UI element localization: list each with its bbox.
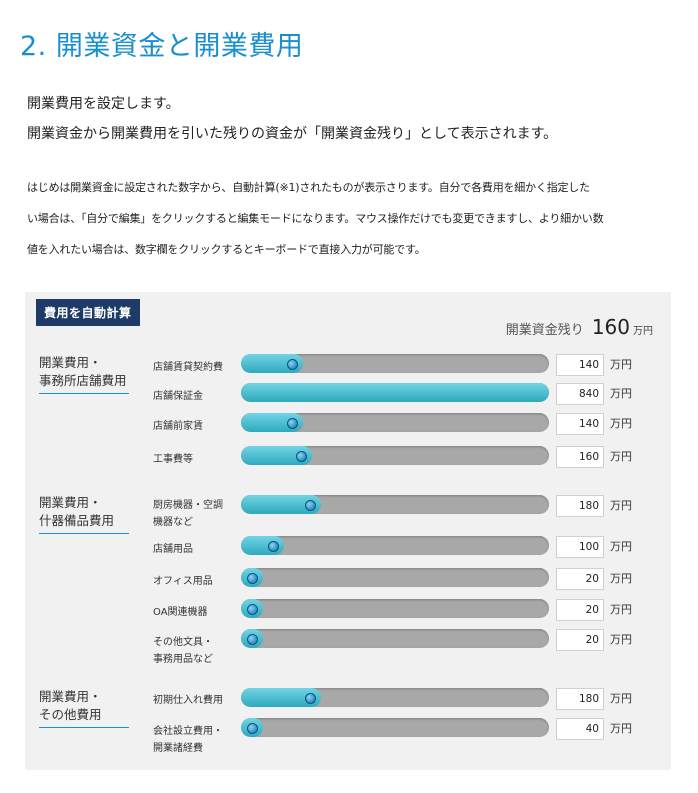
lead-text-1: 開業費用を設定します。 [27, 96, 180, 112]
group-label-office: 開業費用・ 事務所店舗費用 [39, 354, 129, 394]
unit-label: 万円 [610, 603, 632, 616]
input-oa-equipment[interactable]: 20 [556, 599, 604, 621]
item-label-store-lease: 店舗賃貸契約費 [153, 359, 243, 376]
description-line-3: 値を入れたい場合は、数字欄をクリックするとキーボードで直接入力が可能です。 [27, 243, 426, 256]
item-label-line: 会社設立費用・ [153, 726, 223, 737]
unit-label: 万円 [610, 358, 632, 371]
slider-knob[interactable] [287, 359, 298, 370]
cost-settings-panel: 費用を自動計算 開業資金残り 160 万円 開業費用・ 事務所店舗費用 開業費用・ … [25, 292, 671, 770]
item-label-line: 機器など [153, 517, 193, 528]
slider-knob[interactable] [247, 604, 258, 615]
slider-incorporation[interactable] [241, 718, 549, 737]
item-label-line: その他文具・ [153, 637, 213, 648]
unit-label: 万円 [610, 417, 632, 430]
input-office-supplies[interactable]: 20 [556, 568, 604, 590]
slider-store-supplies[interactable] [241, 536, 549, 555]
unit-label: 万円 [610, 692, 632, 705]
item-label-line: 開業諸経費 [153, 743, 203, 754]
item-label-store-supplies: 店舗用品 [153, 541, 243, 558]
input-kitchen-equipment[interactable]: 180 [556, 495, 604, 517]
unit-label: 万円 [610, 387, 632, 400]
slider-knob[interactable] [247, 723, 258, 734]
slider-knob[interactable] [305, 500, 316, 511]
remaining-funds-value: 160 [591, 315, 630, 339]
input-store-supplies[interactable]: 100 [556, 536, 604, 558]
group-label-fixtures: 開業費用・ 什器備品費用 [39, 494, 129, 534]
item-label-incorporation: 会社設立費用・ 開業諸経費 [153, 723, 243, 757]
group-label-line: 開業費用・ [39, 355, 102, 370]
lead-text-2: 開業資金から開業費用を引いた残りの資金が「開業資金残り」として表示されます。 [27, 126, 558, 142]
item-label-line: 店舗前家賃 [153, 421, 203, 432]
auto-calc-button[interactable]: 費用を自動計算 [36, 299, 140, 326]
description-line-2: い場合は、「自分で編集」をクリックすると編集モードになります。マウス操作だけでも… [27, 212, 604, 225]
slider-knob[interactable] [247, 573, 258, 584]
slider-deposit[interactable] [241, 383, 549, 402]
item-label-oa-equipment: OA関連機器 [153, 604, 243, 621]
input-construction[interactable]: 160 [556, 446, 604, 468]
unit-label: 万円 [610, 540, 632, 553]
group-label-line: 什器備品費用 [39, 513, 115, 528]
slider-construction[interactable] [241, 446, 549, 465]
slider-other-stationery[interactable] [241, 629, 549, 648]
slider-knob[interactable] [268, 541, 279, 552]
slider-kitchen-equipment[interactable] [241, 495, 549, 514]
item-label-line: 店舗保証金 [153, 391, 203, 402]
slider-fill [241, 383, 549, 402]
item-label-line: 事務用品など [153, 654, 213, 665]
item-label-deposit: 店舗保証金 [153, 388, 243, 405]
item-label-line: オフィス用品 [153, 576, 213, 587]
slider-advance-rent[interactable] [241, 413, 549, 432]
unit-label: 万円 [610, 572, 632, 585]
group-label-line: 開業費用・ [39, 495, 102, 510]
slider-oa-equipment[interactable] [241, 599, 549, 618]
page-title: 2. 開業資金と開業費用 [20, 31, 304, 62]
slider-office-supplies[interactable] [241, 568, 549, 587]
input-advance-rent[interactable]: 140 [556, 413, 604, 435]
unit-label: 万円 [610, 450, 632, 463]
item-label-initial-stock: 初期仕入れ費用 [153, 692, 243, 709]
group-label-line: その他費用 [39, 707, 102, 722]
slider-knob[interactable] [305, 693, 316, 704]
item-label-construction: 工事費等 [153, 451, 243, 468]
item-label-kitchen-equipment: 厨房機器・空調 機器など [153, 497, 243, 531]
item-label-office-supplies: オフィス用品 [153, 573, 243, 590]
item-label-line: 厨房機器・空調 [153, 500, 223, 511]
item-label-line: 店舗賃貸契約費 [153, 362, 223, 373]
input-deposit[interactable]: 840 [556, 383, 604, 405]
description-line-1: はじめは開業資金に設定された数字から、自動計算(※1)されたものが表示さります。… [27, 181, 590, 194]
slider-knob[interactable] [296, 451, 307, 462]
input-initial-stock[interactable]: 180 [556, 688, 604, 710]
unit-label: 万円 [610, 499, 632, 512]
remaining-funds: 開業資金残り 160 万円 [506, 315, 653, 339]
slider-initial-stock[interactable] [241, 688, 549, 707]
group-label-line: 事務所店舗費用 [39, 373, 127, 388]
item-label-line: 店舗用品 [153, 544, 193, 555]
slider-store-lease[interactable] [241, 354, 549, 373]
item-label-other-stationery: その他文具・ 事務用品など [153, 634, 243, 668]
item-label-line: 初期仕入れ費用 [153, 695, 223, 706]
item-label-line: OA関連機器 [153, 607, 208, 618]
unit-label: 万円 [610, 633, 632, 646]
slider-knob[interactable] [247, 634, 258, 645]
input-store-lease[interactable]: 140 [556, 354, 604, 376]
item-label-advance-rent: 店舗前家賃 [153, 418, 243, 435]
slider-fill [241, 446, 312, 465]
slider-knob[interactable] [287, 418, 298, 429]
slider-fill [241, 688, 321, 707]
remaining-funds-label: 開業資金残り [505, 323, 584, 338]
input-other-stationery[interactable]: 20 [556, 629, 604, 651]
remaining-funds-unit: 万円 [633, 326, 653, 337]
input-incorporation[interactable]: 40 [556, 718, 604, 740]
group-label-line: 開業費用・ [39, 689, 102, 704]
unit-label: 万円 [610, 722, 632, 735]
item-label-line: 工事費等 [153, 454, 193, 465]
group-label-other: 開業費用・ その他費用 [39, 688, 129, 728]
slider-fill [241, 495, 321, 514]
